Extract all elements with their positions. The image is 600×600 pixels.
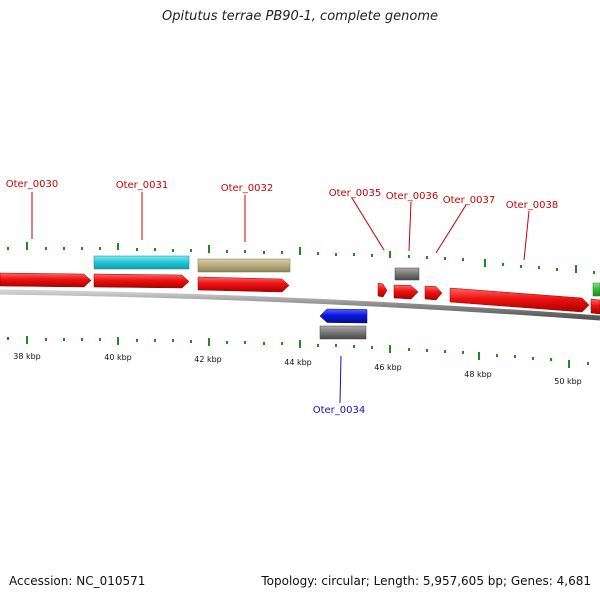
gene-label-oter-0031[interactable]: Oter_0031 xyxy=(116,180,169,191)
scale-label: 50 kbp xyxy=(554,377,582,386)
scale-label: 46 kbp xyxy=(374,363,402,372)
cds-arrow[interactable] xyxy=(93,273,190,289)
cyan-feature[interactable] xyxy=(93,255,190,270)
scale-label: 40 kbp xyxy=(104,353,132,362)
cds-arrow-oter-0037[interactable] xyxy=(424,285,443,301)
scale-label: 48 kbp xyxy=(464,370,492,379)
leader-line xyxy=(435,204,467,254)
cds-arrow-oter-0034[interactable] xyxy=(319,308,368,324)
map-title: Opitutus terrae PB90-1, complete genome xyxy=(161,9,439,24)
accession-text: Accession: NC_010571 xyxy=(9,574,146,588)
khaki-feature[interactable] xyxy=(197,258,291,273)
leader-line xyxy=(523,210,530,261)
leader-line xyxy=(351,197,385,251)
gene-label-oter-0030[interactable]: Oter_0030 xyxy=(6,179,59,190)
cds-arrow-oter-0038[interactable] xyxy=(449,287,590,313)
leader-line xyxy=(408,201,412,252)
scale-label: 42 kbp xyxy=(194,355,222,364)
upper-tick-ruler xyxy=(7,242,595,274)
gene-label-oter-0038[interactable]: Oter_0038 xyxy=(506,200,559,211)
gene-label-oter-0032[interactable]: Oter_0032 xyxy=(221,183,274,194)
cds-arrow[interactable] xyxy=(590,298,600,315)
gene-label-oter-0034[interactable]: Oter_0034 xyxy=(313,405,366,416)
leader-line xyxy=(339,355,342,404)
green-feature[interactable] xyxy=(592,282,600,297)
gray-feature[interactable] xyxy=(319,325,367,340)
genome-summary-text: Topology: circular; Length: 5,957,605 bp… xyxy=(261,574,591,588)
cds-arrow-oter-0035[interactable] xyxy=(377,282,388,298)
gray-feature[interactable] xyxy=(394,267,420,281)
lower-tick-ruler xyxy=(7,336,589,368)
cds-arrow[interactable] xyxy=(197,276,290,293)
gene-label-oter-0035[interactable]: Oter_0035 xyxy=(329,188,382,199)
scale-label: 38 kbp xyxy=(13,352,41,361)
scale-label: 44 kbp xyxy=(284,358,312,367)
gene-label-oter-0036[interactable]: Oter_0036 xyxy=(386,191,439,202)
cds-arrow-oter-0036[interactable] xyxy=(393,284,419,300)
genome-backbone xyxy=(0,289,600,321)
cds-arrow[interactable] xyxy=(0,272,92,288)
gene-label-oter-0037[interactable]: Oter_0037 xyxy=(443,195,496,206)
